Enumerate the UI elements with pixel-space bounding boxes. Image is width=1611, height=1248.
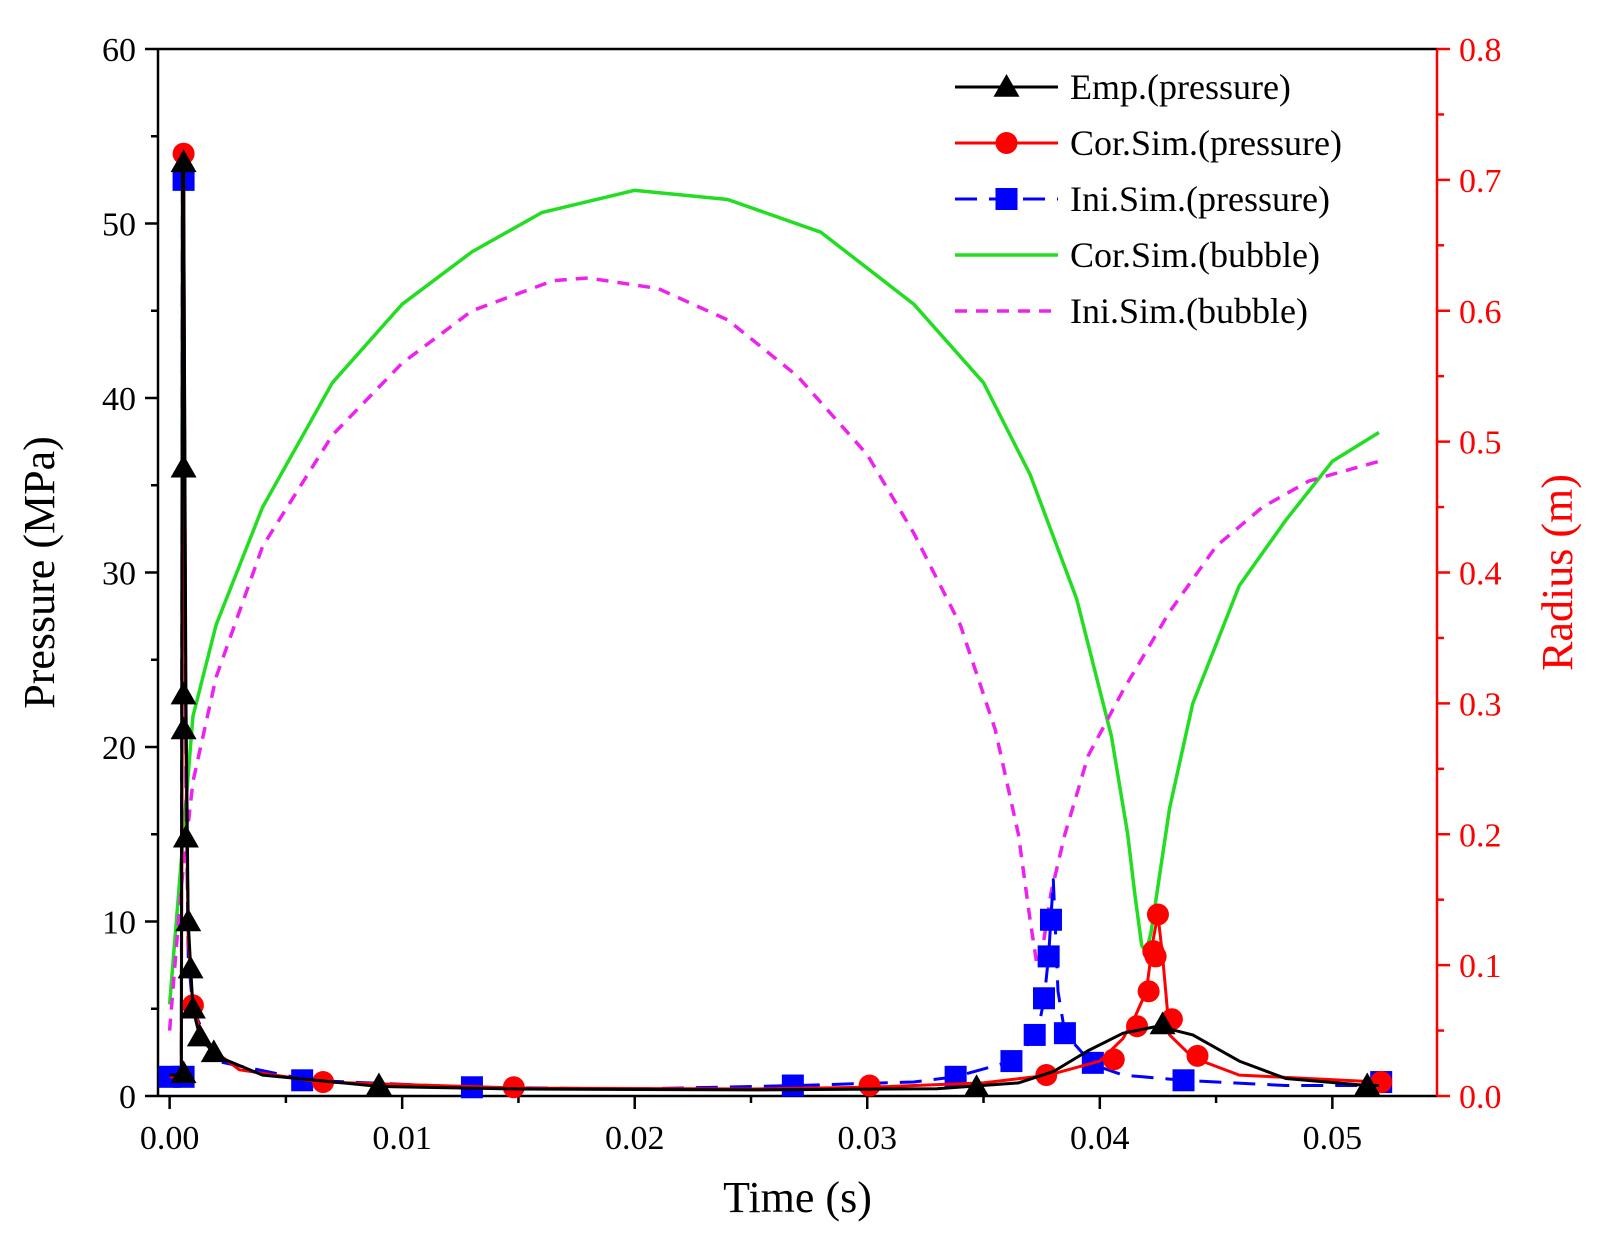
data-point: [186, 1023, 213, 1047]
legend-label: Emp.(pressure): [1070, 67, 1291, 107]
x-tick-label: 0.04: [1070, 1120, 1130, 1157]
y-left-tick-label: 20: [102, 730, 136, 767]
legend-label: Ini.Sim.(pressure): [1070, 179, 1330, 219]
x-tick-label: 0.02: [605, 1120, 665, 1157]
data-point: [1000, 1050, 1023, 1073]
data-point: [1186, 1044, 1209, 1067]
y-left-tick-label: 0: [119, 1079, 136, 1116]
data-point: [170, 716, 197, 740]
y-right-tick-label: 0.7: [1459, 163, 1502, 200]
x-tick-label: 0.05: [1303, 1120, 1363, 1157]
data-point: [963, 1074, 990, 1098]
y-right-tick-label: 0.6: [1459, 294, 1502, 331]
data-point: [1037, 945, 1060, 968]
y-left-tick-label: 30: [102, 556, 136, 593]
legend-marker: [995, 132, 1018, 154]
legend-label: Ini.Sim.(bubble): [1070, 291, 1308, 331]
series-line: [167, 188, 1380, 1005]
y-right-tick-label: 0.5: [1459, 425, 1502, 462]
x-tick-label: 0.00: [140, 1120, 200, 1157]
data-point: [170, 454, 197, 478]
series-3: [167, 188, 1380, 1005]
y-right-tick-label: 0.4: [1459, 556, 1502, 593]
data-point: [200, 1039, 227, 1063]
x-tick-label: 0.03: [838, 1120, 898, 1157]
series-line: [167, 276, 1380, 1031]
y-left-tick-label: 10: [102, 905, 136, 942]
data-point: [781, 1074, 804, 1097]
legend-entry: Ini.Sim.(pressure): [955, 179, 1330, 219]
data-point: [172, 824, 199, 848]
legend-label: Cor.Sim.(bubble): [1070, 235, 1320, 275]
axes: 0.00 0.01 0.02 0.03 0.04 0.05 0 10 20 30 40 50 60 0.0…: [15, 32, 1582, 1222]
y-axis-left-title: Pressure (MPa): [15, 436, 64, 709]
data-point: [1354, 1072, 1381, 1096]
data-point: [365, 1072, 392, 1096]
plot-area: [158, 142, 1393, 1099]
y-left-tick-label: 40: [102, 381, 136, 418]
data-point: [1126, 1015, 1149, 1038]
y-right-tick-label: 0.3: [1459, 686, 1502, 723]
data-point: [1149, 1011, 1176, 1035]
data-point: [170, 149, 197, 173]
legend-marker: [995, 188, 1018, 210]
x-axis-title: Time (s): [723, 1173, 872, 1222]
data-point: [1144, 945, 1167, 968]
data-point: [858, 1074, 881, 1097]
y-right-tick-label: 0.2: [1459, 817, 1502, 854]
legend-entry: Ini.Sim.(bubble): [955, 291, 1308, 331]
series-1: [169, 142, 1393, 1099]
data-point: [1023, 1023, 1046, 1046]
data-point: [1137, 980, 1160, 1003]
y-right-tick-label: 0.0: [1459, 1079, 1502, 1116]
y-left-tick-label: 50: [102, 207, 136, 244]
y-axis-right-title: Radius (m): [1533, 474, 1582, 671]
data-point: [1102, 1048, 1125, 1071]
data-point: [1032, 987, 1055, 1010]
data-point: [170, 681, 197, 705]
legend-entry: Emp.(pressure): [955, 67, 1291, 107]
data-point: [170, 1060, 197, 1084]
x-tick-label: 0.01: [372, 1120, 432, 1157]
data-point: [1039, 908, 1062, 931]
legend: Emp.(pressure) Cor.Sim.(pressure) Ini.Sim.…: [955, 67, 1342, 331]
data-point: [1172, 1069, 1195, 1092]
data-point: [502, 1076, 525, 1099]
y-right-tick-label: 0.1: [1459, 948, 1502, 985]
legend-entry: Cor.Sim.(pressure): [955, 123, 1342, 163]
data-point: [179, 995, 206, 1019]
legend-marker: [993, 74, 1020, 97]
data-point: [1053, 1022, 1076, 1045]
y-right-tick-label: 0.8: [1459, 32, 1502, 69]
series-0: [169, 149, 1381, 1098]
series-line: [169, 152, 1379, 1092]
data-point: [177, 955, 204, 979]
legend-entry: Cor.Sim.(bubble): [955, 235, 1320, 275]
series-4: [167, 276, 1380, 1031]
data-point: [175, 908, 202, 932]
data-point: [1146, 903, 1169, 926]
legend-label: Cor.Sim.(pressure): [1070, 123, 1342, 163]
y-left-tick-label: 60: [102, 32, 136, 69]
